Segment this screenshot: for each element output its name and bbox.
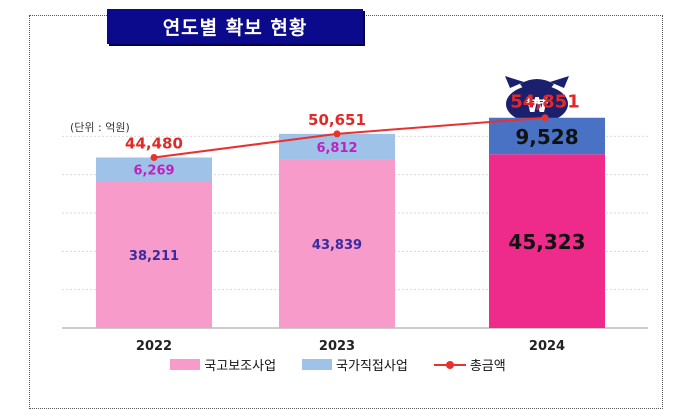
bar-segment [96,181,212,328]
legend: 국고보조사업 국가직접사업 총금액 [0,355,676,374]
legend-swatch [170,359,201,370]
legend-item-national-direct: 국가직접사업 [302,355,408,374]
svg-text:₩: ₩ [526,93,548,117]
data-label: 9,528 [515,125,578,149]
legend-label: 총금액 [469,359,506,374]
data-label: 45,323 [508,230,585,254]
bar-segment [489,154,605,328]
legend-line-marker [433,359,466,371]
total-label: 44,480 [125,134,183,152]
x-tick-label: 2022 [136,339,172,354]
bar-segment [279,159,395,328]
x-tick-label: 2023 [319,339,355,354]
money-bag-icon: ₩ [505,76,569,123]
total-point [150,153,158,161]
x-tick-label: 2024 [529,339,565,354]
total-label: 50,651 [308,111,366,129]
legend-label: 국고보조사업 [204,359,277,374]
legend-swatch [302,359,333,370]
bar-segment [489,117,605,155]
data-label: 38,211 [129,249,179,264]
data-label: 43,839 [312,238,362,253]
data-label: 6,269 [133,164,174,179]
legend-label: 국가직접사업 [336,359,408,374]
total-point [541,114,549,122]
total-label: 54,851 [510,92,579,113]
legend-item-national-subsidy: 국고보조사업 [170,355,276,374]
legend-item-total: 총금액 [433,355,506,374]
unit-label: (단위 : 억원) [70,121,130,134]
total-point [333,130,341,138]
bar-segment [96,157,212,182]
chart-title: 연도별 확보 현황 [107,9,363,44]
data-label: 6,812 [316,141,357,156]
